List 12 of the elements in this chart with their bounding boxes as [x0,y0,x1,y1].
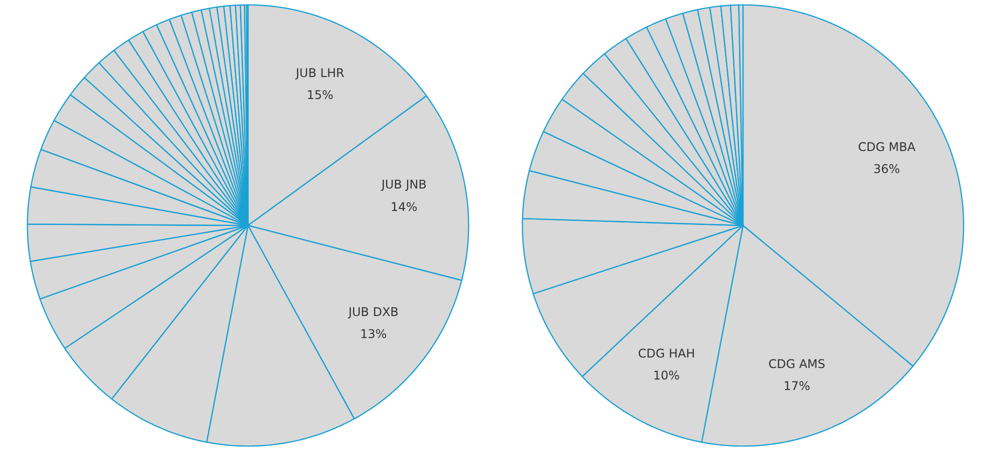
data-label: 13% [360,326,387,341]
slice-label: JUB DXB [347,304,399,319]
slice-label: JUB LHR [294,66,344,80]
data-label: 36% [873,162,900,176]
data-label: 10% [653,368,680,383]
data-label: 15% [306,88,334,102]
data-label: 17% [783,378,810,393]
slice-label: CDG AMS [768,356,826,371]
data-label: 14% [390,200,418,214]
slice-label: CDG HAH [638,346,695,361]
slice-label: CDG MBA [858,140,916,154]
slice-label: JUB JNB [380,178,427,192]
